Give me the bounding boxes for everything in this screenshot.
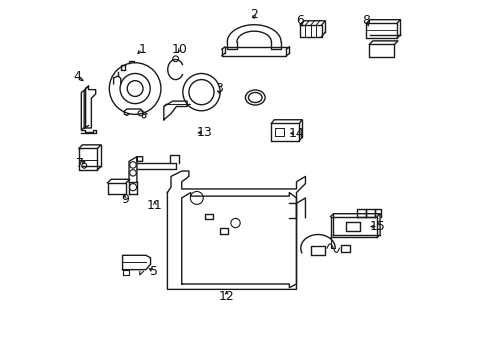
Text: 3: 3 [215,82,223,95]
Text: 4: 4 [73,69,81,82]
Text: 12: 12 [218,290,234,303]
Text: 13: 13 [196,126,212,139]
Text: 14: 14 [287,127,304,140]
Text: 8: 8 [362,14,370,27]
Text: 5: 5 [150,265,158,278]
Text: 10: 10 [172,42,187,55]
Text: 6: 6 [296,14,304,27]
Text: 11: 11 [147,199,163,212]
Text: 15: 15 [369,220,385,233]
Text: 9: 9 [121,193,128,206]
Text: 2: 2 [250,8,258,21]
Text: 7: 7 [75,157,83,170]
Text: 1: 1 [138,42,146,55]
